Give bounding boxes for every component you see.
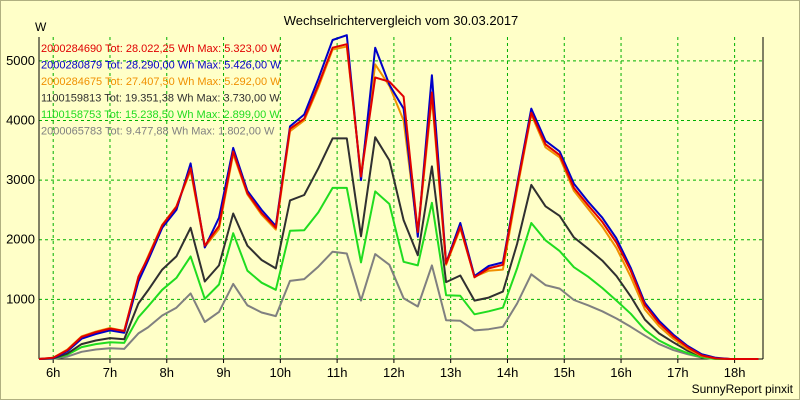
legend-entry-0: 2000284690 Tot: 28.022,25 Wh Max: 5.323,… [41, 43, 281, 55]
y-tick-label: 4000 [6, 112, 35, 127]
x-tick-label: 12h [383, 365, 405, 380]
footer-credit: SunnyReport pinxit [692, 382, 794, 396]
y-tick-label: 5000 [6, 53, 35, 68]
x-tick-label: 9h [216, 365, 230, 380]
x-tick-label: 8h [160, 365, 174, 380]
x-tick-label: 10h [269, 365, 291, 380]
y-axis: 1000 2000 3000 4000 5000 [6, 53, 35, 307]
y-tick-label: 2000 [6, 232, 35, 247]
plot-frame [38, 37, 764, 360]
legend: 2000284690 Tot: 28.022,25 Wh Max: 5.323,… [41, 43, 281, 138]
legend-entry-3: 1100159813 Tot: 19.351,38 Wh Max: 3.730,… [41, 93, 280, 105]
legend-entry-1: 2000280879 Tot: 28.290,00 Wh Max: 5.426,… [41, 60, 281, 72]
x-tick-label: 14h [497, 365, 519, 380]
y-tick-label: 1000 [6, 291, 35, 306]
x-tick-label: 17h [667, 365, 689, 380]
legend-entry-2: 2000284675 Tot: 27.407,50 Wh Max: 5.292,… [41, 76, 281, 88]
x-tick-label: 7h [103, 365, 117, 380]
x-tick-label: 11h [327, 365, 348, 380]
x-tick-label: 13h [440, 365, 462, 380]
series-line-3 [38, 136, 759, 360]
series-line-5 [38, 250, 759, 360]
x-tick-label: 18h [724, 365, 746, 380]
legend-entry-4: 1100158753 Tot: 15.238,50 Wh Max: 2.899,… [41, 109, 280, 121]
legend-entry-5: 2000065783 Tot: 9.477,88 Wh Max: 1.802,0… [41, 126, 275, 138]
x-tick-label: 6h [46, 365, 60, 380]
series-line-4 [38, 186, 759, 360]
x-tick-label: 16h [610, 365, 632, 380]
y-tick-label: 3000 [6, 172, 35, 187]
grid [39, 37, 763, 359]
series-group [38, 34, 759, 360]
y-axis-label: W [35, 20, 47, 34]
x-tick-label: 15h [553, 365, 575, 380]
series-line-0 [38, 43, 759, 360]
x-axis: 6h 7h 8h 9h 10h 11h 12h 13h 14h 15h 16h 17h 18h [46, 359, 745, 380]
series-line-1 [38, 34, 759, 360]
chart-title: Wechselrichtervergleich vom 30.03.2017 [284, 13, 519, 28]
